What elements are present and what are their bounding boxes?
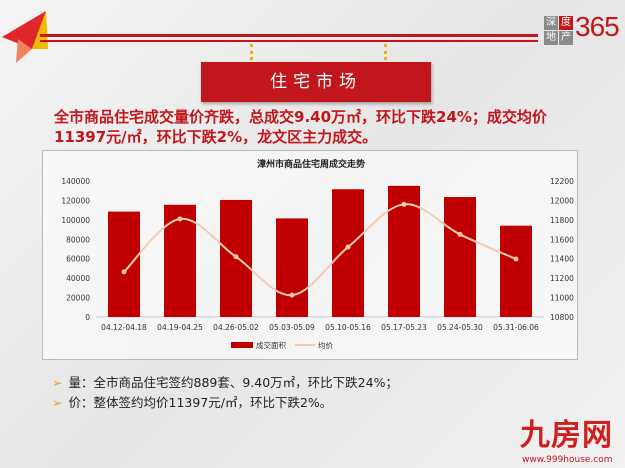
y-left-tick-label: 60000 bbox=[66, 255, 90, 264]
headline: 全市商品住宅成交量价齐跌，总成交9.40万㎡，环比下跌24%；成交均价11397… bbox=[54, 108, 547, 146]
site-url: www.999house.com bbox=[522, 455, 613, 465]
y-left-tick-label: 20000 bbox=[66, 294, 90, 303]
line-point bbox=[121, 269, 127, 275]
y-right-tick-label: 11400 bbox=[550, 255, 574, 264]
line-point bbox=[233, 254, 239, 260]
x-tick-label: 05.24-05.30 bbox=[437, 323, 483, 332]
sign-hook bbox=[250, 44, 254, 72]
y-left-tick-label: 120000 bbox=[61, 196, 90, 205]
y-right-tick-label: 11800 bbox=[550, 216, 574, 225]
logo-char: 地 bbox=[544, 31, 558, 45]
logo-char: 产 bbox=[559, 31, 573, 45]
legend-bar-swatch bbox=[231, 342, 253, 348]
bullet-item: ➢ 价：整体签约均价11397元/㎡，环比下跌2%。 bbox=[52, 393, 398, 413]
y-right-tick-label: 11000 bbox=[550, 294, 574, 303]
x-tick-label: 04.19-04.25 bbox=[157, 323, 203, 332]
line-point bbox=[177, 216, 183, 222]
line-point bbox=[289, 292, 295, 298]
x-tick-label: 05.03-05.09 bbox=[269, 323, 315, 332]
section-title: 住宅市场 bbox=[201, 62, 431, 102]
brand-logo: 深 度 地 产 365 bbox=[544, 8, 624, 45]
line-point bbox=[457, 231, 463, 237]
x-tick-label: 05.31-06.06 bbox=[493, 323, 539, 332]
y-left-tick-label: 100000 bbox=[61, 216, 90, 225]
y-left-tick-label: 80000 bbox=[66, 235, 90, 244]
y-right-tick-label: 11200 bbox=[550, 274, 574, 283]
header-rule bbox=[40, 34, 538, 42]
bullet-item: ➢ 量：全市商品住宅签约889套、9.40万㎡，环比下跌24%； bbox=[52, 373, 398, 393]
line-point bbox=[513, 256, 519, 262]
bar bbox=[500, 225, 532, 317]
bullet-text: 量：全市商品住宅签约889套、9.40万㎡，环比下跌24%； bbox=[68, 375, 398, 390]
sign-hook bbox=[384, 44, 388, 72]
y-left-tick-label: 140000 bbox=[61, 177, 90, 186]
bar bbox=[276, 218, 308, 317]
y-right-tick-label: 12000 bbox=[550, 196, 574, 205]
y-right-tick-label: 10800 bbox=[550, 313, 574, 322]
legend-label: 成交面积 bbox=[256, 340, 286, 350]
bar bbox=[108, 211, 140, 317]
site-logo: 九房网 bbox=[520, 418, 613, 453]
legend-label: 均价 bbox=[318, 340, 333, 350]
y-right-tick-label: 11600 bbox=[550, 235, 574, 244]
chart-panel: 漳州市商品住宅周成交走势 0 20000 40000 60000 80000 100000 1… bbox=[42, 150, 578, 360]
paper-plane-icon bbox=[2, 11, 48, 63]
y-left-tick-label: 0 bbox=[85, 313, 90, 322]
x-tick-label: 04.26-05.02 bbox=[213, 323, 259, 332]
bar bbox=[444, 197, 476, 317]
logo-char: 度 bbox=[559, 16, 573, 30]
line-point bbox=[345, 244, 351, 250]
y-right-tick-label: 12200 bbox=[550, 177, 574, 186]
arrow-bullet-icon: ➢ bbox=[52, 395, 63, 410]
bullet-text: 价：整体签约均价11397元/㎡，环比下跌2%。 bbox=[68, 395, 333, 410]
logo-char: 深 bbox=[544, 16, 558, 30]
bar bbox=[332, 189, 364, 317]
chart-title: 漳州市商品住宅周成交走势 bbox=[257, 158, 365, 170]
combo-chart: 漳州市商品住宅周成交走势 0 20000 40000 60000 80000 100000 1… bbox=[61, 158, 574, 350]
bullet-list: ➢ 量：全市商品住宅签约889套、9.40万㎡，环比下跌24%； ➢ 价：整体签约均… bbox=[52, 373, 398, 413]
line-point bbox=[401, 201, 407, 207]
x-tick-label: 05.17-05.23 bbox=[381, 323, 427, 332]
y-left-tick-label: 40000 bbox=[66, 274, 90, 283]
logo-number: 365 bbox=[575, 11, 620, 42]
x-tick-label: 04.12-04.18 bbox=[101, 323, 147, 332]
x-tick-label: 05.10-05.16 bbox=[325, 323, 371, 332]
arrow-bullet-icon: ➢ bbox=[52, 375, 63, 390]
